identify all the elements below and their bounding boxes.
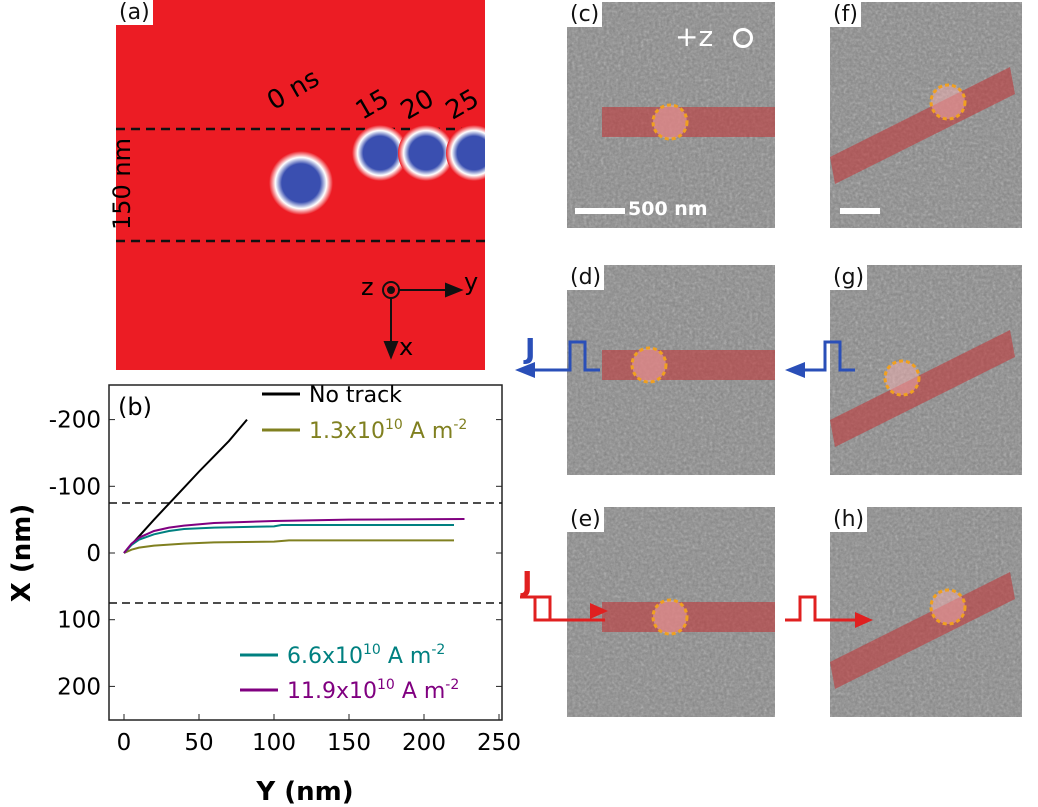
skyrmion-20 [398,125,454,181]
y-tick-label: -100 [49,474,101,500]
series-line-2 [123,523,454,554]
scale-bar-f [840,208,880,214]
track-overlay [830,67,1015,184]
track-overlay [830,330,1015,447]
scale-bar [575,208,625,214]
panel-label-h: (h) [830,507,868,532]
current-pulse-left-icon-2 [785,340,855,378]
panel-label-f: (f) [830,2,861,27]
y-tick-label: 200 [57,674,101,700]
skyrmion-circle [651,103,689,141]
y-tick-label: 100 [57,608,101,634]
axis-z-label: z [361,273,374,301]
panel-label-e: (e) [567,507,604,532]
axis-y-label: y [464,268,479,296]
skyrmion-15 [352,125,408,181]
x-tick-label: 150 [327,730,371,756]
x-tick-label: 100 [252,730,296,756]
current-label-red: J [522,565,533,598]
out-of-plane-icon [733,28,753,48]
tem-image-g: (g) [830,265,1022,475]
tem-image-d: (d) [567,265,775,475]
skyrmion-circle [651,598,689,636]
tem-image-f: (f) [830,2,1022,228]
panel-label-b: (b) [118,393,152,421]
y-tick-label: -200 [49,408,101,434]
legend-entry-3: 11.9x1010 A m-2 [287,677,459,704]
skyrmion-circle [929,83,967,121]
skyrmion-25 [446,125,502,181]
series-line-3 [123,517,465,554]
y-tick-label: 0 [86,541,101,567]
panel-label-c: (c) [567,2,603,27]
panel-label-d: (d) [567,265,605,290]
current-pulse-right-icon-2 [785,595,873,628]
trajectory-chart: 0 50 100 150 200 250 -200 -100 0 100 200 Y (nm) X (n… [7,383,520,807]
legend-entry-0: No track [309,383,402,408]
series-line-0 [123,418,248,554]
x-axis-label: Y (nm) [255,777,353,807]
panel-label-a: (a) [116,0,153,25]
track-width-label: 150 nm [108,137,137,231]
skyrmion-circle [883,359,921,397]
y-axis-label: X (nm) [7,504,37,602]
x-tick-label: 250 [477,730,520,756]
skyrmion-circle [630,346,668,384]
x-tick-label: 50 [184,730,213,756]
skyrmion-0ns [269,151,333,215]
simulation-drawing [116,125,502,360]
series-line-1 [123,539,454,554]
current-label-blue: J [525,332,536,365]
scale-bar-label: 500 nm [628,198,708,220]
axis-x-label: x [399,333,414,361]
legend-entry-1: 1.3x1010 A m-2 [309,417,467,444]
x-tick-label: 0 [117,730,132,756]
current-pulse-right-icon [520,595,608,622]
current-pulse-left-icon [515,340,600,378]
panel-label-g: (g) [830,265,868,290]
field-direction-label: +z [675,20,714,53]
simulation-panel: 0 ns 15 20 25 150 nm z y x (a) [108,0,502,370]
x-tick-label: 200 [402,730,446,756]
track-overlay [830,572,1015,689]
tem-image-h: (h) [830,507,1022,717]
legend-entry-2: 6.6x1010 A m-2 [287,642,445,669]
track-overlay [602,350,775,380]
skyrmion-circle [929,588,967,626]
